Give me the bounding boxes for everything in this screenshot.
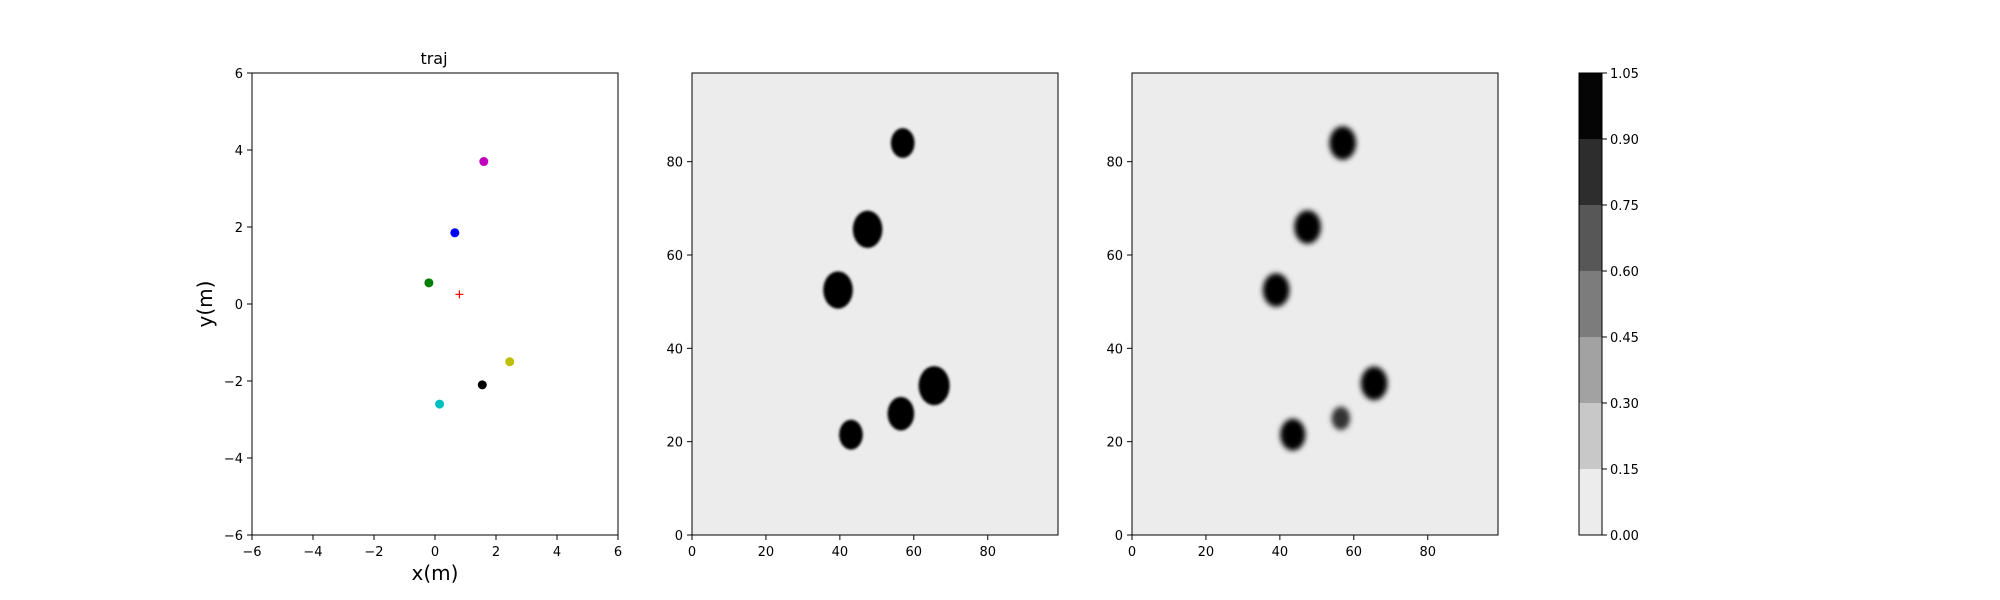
traj-point <box>505 357 515 367</box>
y-tick-label: −4 <box>224 452 243 467</box>
x-tick-label: 0 <box>431 545 439 560</box>
y-tick-label: −6 <box>224 529 243 544</box>
heatmap-blob <box>1331 406 1351 431</box>
heatmap-panel-1: 0 20 40 60 80 0 20 40 60 80 <box>666 72 1059 560</box>
heatmap-1-plot-area <box>692 73 1058 535</box>
heatmap-blob <box>1294 210 1321 244</box>
traj-point <box>424 278 434 288</box>
traj-point <box>477 380 487 390</box>
y-tick-label: 0 <box>235 298 243 313</box>
colorbar-tick-label: 0.75 <box>1610 199 1639 214</box>
x-tick-label: 2 <box>492 545 500 560</box>
colorbar-tick-label: 0.90 <box>1610 133 1639 148</box>
x-tick-label: 80 <box>979 545 996 560</box>
traj-plot-area <box>251 72 619 536</box>
heatmap-blob <box>852 210 883 248</box>
y-tick-label: 80 <box>666 156 683 171</box>
traj-y-label: y(m) <box>193 281 217 328</box>
heatmap-blob <box>1262 273 1290 307</box>
heatmap-2-frame <box>1131 72 1499 536</box>
y-tick-label: 40 <box>666 342 683 357</box>
x-tick-label: 60 <box>1346 545 1363 560</box>
y-tick-label: 60 <box>666 249 683 264</box>
colorbar-tick-label: 0.15 <box>1610 463 1639 478</box>
trajectory-panel: traj −6 −4 −2 0 2 4 6 −6 −4 −2 0 2 4 6 x(m) y(m) <box>193 49 622 585</box>
colorbar-tick-label: 0.30 <box>1610 397 1639 412</box>
x-tick-label: −6 <box>242 545 261 560</box>
x-tick-label: 20 <box>758 545 775 560</box>
colorbar-tick-label: 0.45 <box>1610 331 1639 346</box>
colorbar-band <box>1579 205 1602 271</box>
x-tick-label: −2 <box>364 545 383 560</box>
heatmap-2-x-axis-ticks: 0 20 40 60 80 <box>1128 535 1436 560</box>
traj-x-axis-ticks: −6 −4 −2 0 2 4 6 <box>242 535 622 560</box>
y-tick-label: 40 <box>1106 342 1123 357</box>
colorbar-tick-label: 0.00 <box>1610 529 1639 544</box>
traj-goal-marker <box>455 290 464 299</box>
colorbar-band <box>1579 337 1602 403</box>
x-tick-label: −4 <box>303 545 322 560</box>
heatmap-2-blobs <box>1262 126 1388 451</box>
heatmap-blob <box>1329 126 1357 160</box>
colorbar-bands <box>1579 73 1602 535</box>
colorbar-band <box>1579 469 1602 535</box>
colorbar-band <box>1579 271 1602 337</box>
y-tick-label: 6 <box>235 67 243 82</box>
x-tick-label: 80 <box>1419 545 1436 560</box>
colorbar: 0.00 0.15 0.30 0.45 0.60 0.75 0.90 1.05 <box>1578 67 1639 544</box>
x-tick-label: 4 <box>553 545 561 560</box>
heatmap-2-background <box>1132 73 1498 535</box>
heatmap-blob <box>839 419 863 450</box>
heatmap-blob <box>887 396 915 431</box>
y-tick-label: 80 <box>1106 156 1123 171</box>
heatmap-1-background <box>692 73 1058 535</box>
colorbar-ticks: 0.00 0.15 0.30 0.45 0.60 0.75 0.90 1.05 <box>1602 67 1639 544</box>
heatmap-blob <box>1360 366 1388 401</box>
heatmap-blob <box>918 366 950 406</box>
heatmap-2-plot-area <box>1132 73 1498 535</box>
y-tick-label: 60 <box>1106 249 1123 264</box>
heatmap-1-x-axis-ticks: 0 20 40 60 80 <box>688 535 996 560</box>
y-tick-label: −2 <box>224 375 243 390</box>
y-tick-label: 20 <box>666 436 683 451</box>
traj-title: traj <box>420 49 447 68</box>
heatmap-blob <box>1280 418 1306 451</box>
heatmap-panel-2: 0 20 40 60 80 0 20 40 60 80 <box>1106 72 1499 560</box>
y-tick-label: 4 <box>235 144 243 159</box>
traj-point <box>435 399 445 409</box>
y-tick-label: 20 <box>1106 436 1123 451</box>
heatmap-1-frame <box>691 72 1059 536</box>
colorbar-band <box>1579 73 1602 139</box>
y-tick-label: 0 <box>1115 529 1123 544</box>
heatmap-1-blobs <box>823 128 950 450</box>
traj-y-axis-ticks: −6 −4 −2 0 2 4 6 <box>224 67 252 544</box>
x-tick-label: 20 <box>1198 545 1215 560</box>
heatmap-2-y-axis-ticks: 0 20 40 60 80 <box>1106 156 1132 544</box>
colorbar-frame <box>1578 72 1603 536</box>
traj-x-label: x(m) <box>412 561 459 585</box>
colorbar-tick-label: 1.05 <box>1610 67 1639 82</box>
x-tick-label: 0 <box>688 545 696 560</box>
colorbar-band <box>1579 403 1602 469</box>
colorbar-band <box>1579 139 1602 205</box>
heatmap-blob <box>823 271 853 309</box>
heatmap-1-y-axis-ticks: 0 20 40 60 80 <box>666 156 692 544</box>
colorbar-tick-label: 0.60 <box>1610 265 1639 280</box>
y-tick-label: 0 <box>675 529 683 544</box>
x-tick-label: 60 <box>906 545 923 560</box>
x-tick-label: 40 <box>832 545 849 560</box>
y-tick-label: 2 <box>235 221 243 236</box>
heatmap-blob <box>890 128 915 158</box>
traj-point <box>450 228 460 238</box>
x-tick-label: 0 <box>1128 545 1136 560</box>
traj-point <box>479 157 489 167</box>
traj-points <box>424 157 515 409</box>
x-tick-label: 40 <box>1272 545 1289 560</box>
x-tick-label: 6 <box>614 545 622 560</box>
